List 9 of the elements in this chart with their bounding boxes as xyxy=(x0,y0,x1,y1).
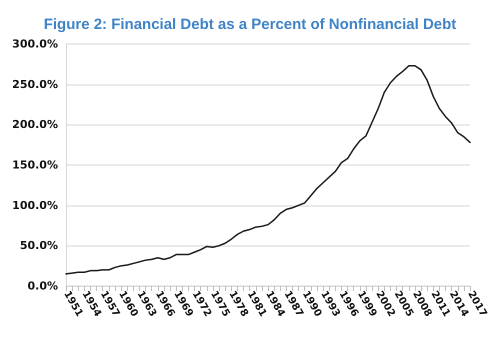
y-tick-label: 300.0% xyxy=(12,38,58,50)
y-tick-label: 150.0% xyxy=(12,158,58,172)
y-tick-label: 0.0% xyxy=(27,280,58,292)
y-tick-label: 50.0% xyxy=(20,239,58,252)
y-tick-label: 200.0% xyxy=(12,118,58,132)
chart-title: Figure 2: Financial Debt as a Percent of Nonfinancial Debt xyxy=(44,16,456,33)
y-tick-label: 250.0% xyxy=(12,78,58,91)
line-series xyxy=(65,65,471,275)
y-tick-label: 100.0% xyxy=(12,198,58,212)
